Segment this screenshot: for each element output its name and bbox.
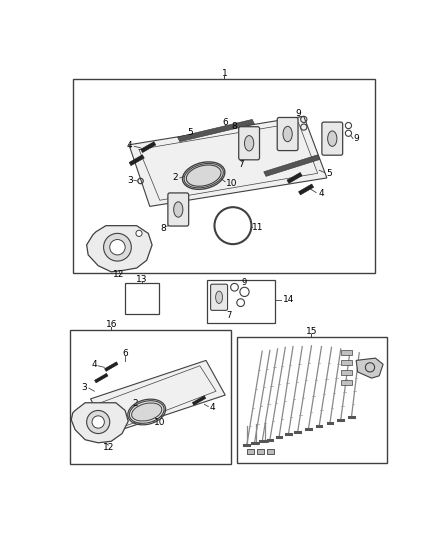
Text: 5: 5: [188, 128, 194, 137]
Text: 9: 9: [296, 109, 301, 118]
Circle shape: [92, 416, 104, 428]
FancyBboxPatch shape: [277, 117, 298, 151]
Ellipse shape: [283, 126, 292, 142]
Bar: [125, 284, 159, 314]
FancyBboxPatch shape: [211, 284, 228, 310]
Text: 4: 4: [126, 141, 132, 150]
Ellipse shape: [244, 135, 254, 151]
Bar: [73, 79, 374, 273]
Ellipse shape: [215, 291, 223, 303]
Circle shape: [87, 410, 110, 433]
Text: 13: 13: [136, 275, 148, 284]
Ellipse shape: [132, 403, 162, 421]
Text: 6: 6: [122, 349, 128, 358]
Bar: [70, 329, 231, 464]
Polygon shape: [129, 155, 145, 166]
Polygon shape: [192, 395, 206, 405]
Text: 2: 2: [173, 173, 178, 182]
Ellipse shape: [186, 165, 221, 186]
FancyBboxPatch shape: [239, 127, 259, 160]
Text: 10: 10: [154, 418, 166, 427]
Ellipse shape: [173, 202, 183, 217]
Circle shape: [110, 239, 125, 255]
Text: 1: 1: [222, 69, 227, 78]
FancyBboxPatch shape: [168, 193, 189, 226]
Text: 6: 6: [223, 118, 228, 127]
Polygon shape: [264, 155, 320, 176]
Circle shape: [103, 233, 131, 261]
Text: 9: 9: [241, 278, 246, 287]
Bar: [237, 337, 387, 463]
Text: 4: 4: [319, 189, 324, 198]
Bar: [207, 280, 275, 324]
Text: 12: 12: [102, 443, 114, 452]
Text: 2: 2: [132, 399, 138, 408]
Text: 11: 11: [252, 223, 263, 232]
Text: 3: 3: [81, 383, 87, 392]
Bar: [341, 360, 352, 365]
Polygon shape: [141, 142, 156, 152]
PathPatch shape: [87, 225, 152, 272]
Polygon shape: [129, 116, 327, 206]
Text: 16: 16: [106, 320, 117, 329]
Bar: [247, 449, 254, 454]
Text: 8: 8: [161, 224, 166, 233]
Bar: [341, 381, 352, 385]
Ellipse shape: [129, 401, 164, 423]
Text: 15: 15: [306, 327, 317, 336]
Bar: [341, 370, 352, 375]
Text: 4: 4: [209, 403, 215, 412]
PathPatch shape: [71, 403, 128, 443]
Text: 3: 3: [127, 176, 133, 185]
Ellipse shape: [184, 164, 223, 188]
Polygon shape: [177, 119, 254, 142]
Polygon shape: [298, 184, 314, 195]
Text: 8: 8: [232, 122, 237, 131]
Text: 12: 12: [113, 270, 125, 279]
Polygon shape: [105, 362, 118, 372]
Bar: [257, 449, 264, 454]
Text: 14: 14: [283, 295, 294, 304]
Text: 7: 7: [239, 159, 244, 168]
FancyBboxPatch shape: [322, 122, 343, 155]
Polygon shape: [95, 373, 108, 383]
PathPatch shape: [356, 358, 383, 378]
Bar: [267, 449, 274, 454]
Text: 9: 9: [353, 134, 359, 143]
Polygon shape: [91, 360, 225, 433]
Text: 10: 10: [226, 179, 237, 188]
Text: 5: 5: [326, 169, 332, 178]
Text: 4: 4: [92, 360, 97, 369]
Ellipse shape: [328, 131, 337, 147]
Polygon shape: [287, 172, 302, 183]
Bar: [341, 350, 352, 355]
Circle shape: [136, 230, 142, 237]
Text: 7: 7: [226, 311, 232, 320]
